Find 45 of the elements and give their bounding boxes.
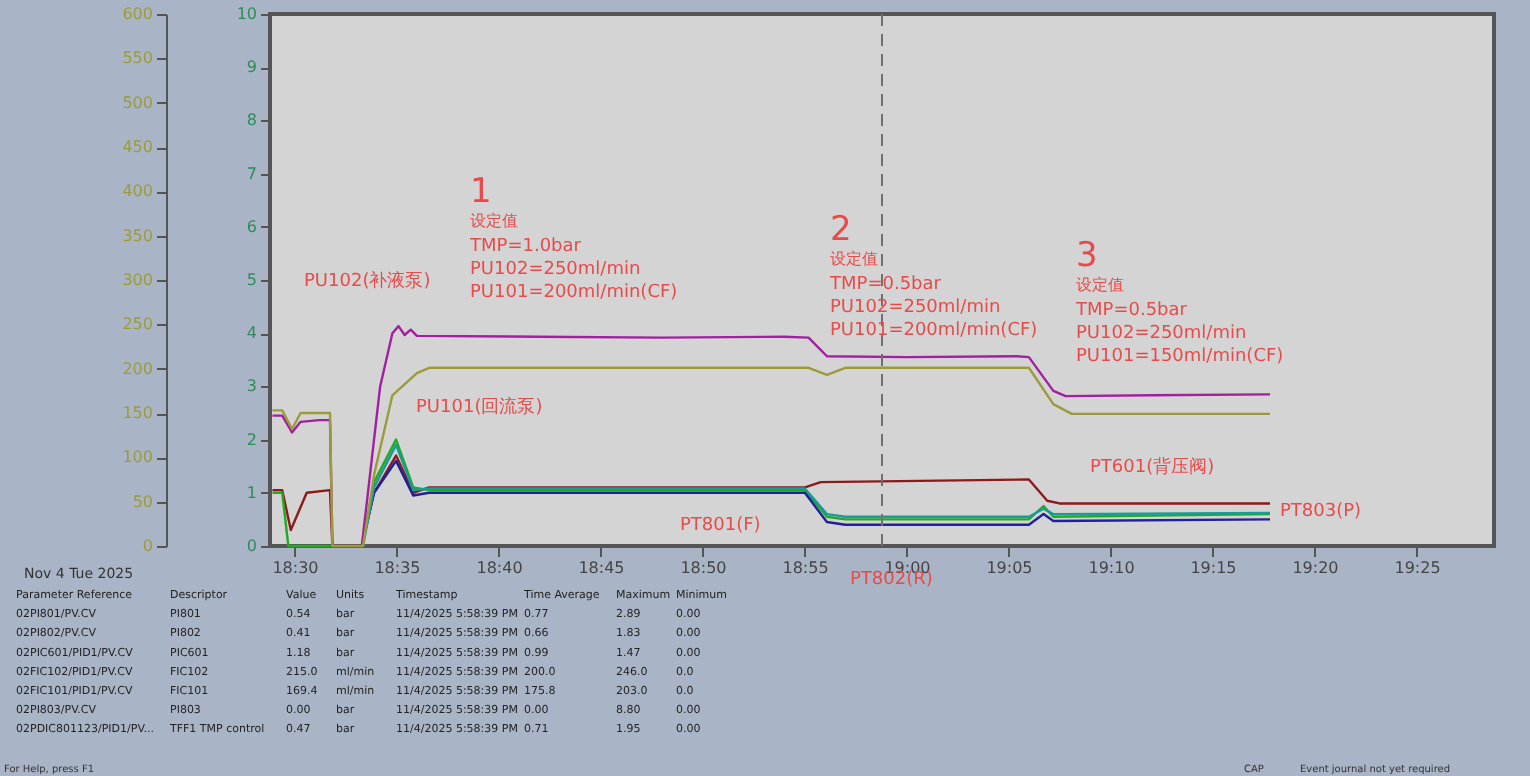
y2-tick-label: 150 [122, 404, 153, 422]
series-label: PT803(P) [1280, 502, 1362, 522]
y2-tick-label: 550 [122, 49, 153, 68]
x-tick-label: 19:05 [986, 559, 1033, 577]
annotation: 3 设定值 TMP=0.5bar PU102=250ml/min PU101=150ml/min(CF) [1074, 236, 1284, 367]
y-tick-label: 1 [246, 483, 257, 502]
x-tick-label: 19:10 [1088, 559, 1135, 577]
y-tick-label: 7 [246, 164, 257, 183]
y-tick-label: 5 [246, 271, 257, 289]
text: PU102(补液泵) [304, 270, 431, 292]
y-tick-label: 10 [236, 5, 257, 23]
y-tick-label: 4 [246, 324, 257, 343]
y-tick-label: 8 [246, 111, 257, 130]
x-tick-label: 18:45 [578, 559, 625, 577]
y-tick-label: 0 [246, 537, 257, 555]
x-tick-label: 19:15 [1190, 559, 1237, 577]
series-label: PT601(背压阀) [1090, 456, 1215, 478]
y2-tick-label: 100 [122, 448, 153, 467]
series-label: PU101(回流泵) [416, 396, 543, 418]
y2-tick-label: 450 [122, 138, 153, 156]
text: PT802(R) [850, 570, 933, 590]
x-tick-label: 19:20 [1292, 559, 1339, 577]
y-tick-label: 9 [246, 58, 257, 77]
x-tick-label: 19:25 [1394, 559, 1441, 577]
x-tick-label: 18:55 [782, 559, 829, 577]
y-tick-label: 3 [246, 377, 257, 396]
line-series [271, 366, 1272, 548]
y2-tick-label: 350 [122, 226, 153, 245]
annotation: 2 设定值 TMP=0.5bar PU102=250ml/min PU101=200ml/min(CF) [828, 210, 1038, 341]
y-tick-label: 2 [246, 430, 257, 449]
y2-tick-label: 300 [122, 271, 153, 289]
y-tick-label: 6 [246, 217, 257, 236]
series-label: PT801(F) [680, 516, 761, 536]
x-tick-label: 18:40 [476, 559, 523, 577]
y2-tick-label: 400 [122, 182, 153, 201]
x-tick-label: 18:35 [374, 559, 421, 577]
annotation: 1 设定值 TMP=1.0bar PU102=250ml/min PU101=200ml/min(CF) [468, 172, 678, 303]
x-tick-label: 18:30 [272, 559, 319, 577]
x-tick-label: 18:50 [680, 559, 727, 577]
y2-tick-label: 600 [122, 5, 153, 23]
y2-tick-label: 50 [132, 492, 153, 511]
y2-tick-label: 500 [122, 93, 153, 112]
y2-tick-label: 200 [122, 359, 153, 378]
y2-tick-label: 0 [142, 537, 153, 555]
y2-tick-label: 250 [122, 315, 153, 334]
